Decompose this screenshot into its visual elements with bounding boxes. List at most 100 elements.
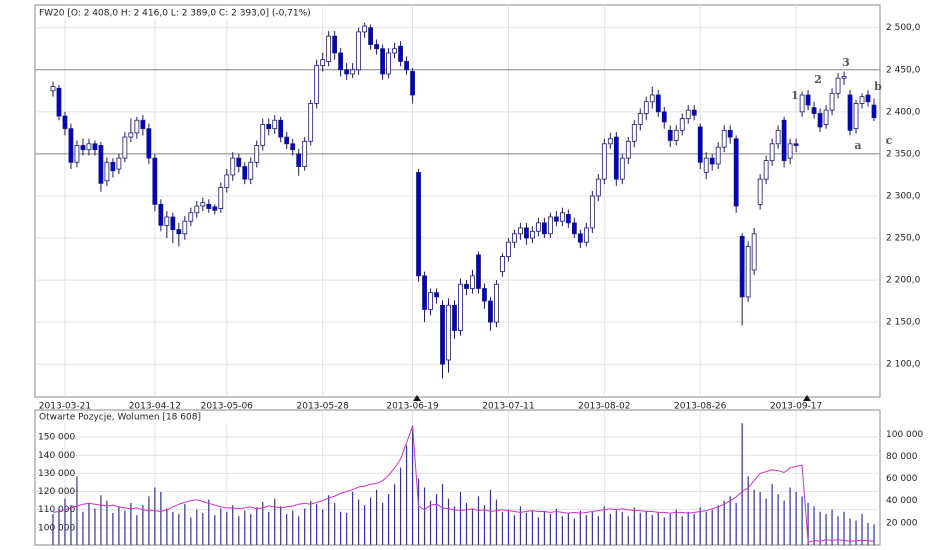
volume-bar: [477, 496, 480, 545]
wave-label: a: [854, 139, 861, 152]
volume-bar: [94, 508, 96, 545]
volume-bar: [286, 514, 288, 545]
marker: [803, 395, 811, 401]
volume-bar: [64, 498, 66, 545]
candle-body: [733, 138, 739, 207]
volume-bar: [429, 500, 432, 545]
volume-bar: [747, 476, 749, 545]
candle-body: [727, 129, 733, 138]
volume-bar: [531, 510, 534, 545]
candle-body: [589, 195, 595, 229]
volume-bar: [411, 425, 414, 545]
volume-bar: [292, 510, 294, 545]
candle-body: [823, 109, 829, 125]
volume-bar: [274, 498, 276, 545]
candle-body: [260, 124, 266, 146]
volume-bar: [393, 484, 396, 545]
title-bg: [37, 7, 267, 19]
volume-bar: [639, 512, 641, 545]
candle-body: [685, 109, 691, 119]
x-tick-label: 2013-05-28: [297, 402, 350, 412]
candle-body: [272, 119, 278, 130]
volume-bar: [441, 484, 444, 545]
volume-bar: [387, 494, 390, 545]
candle-body: [464, 283, 469, 289]
volume-bar: [142, 505, 144, 545]
candle-body: [68, 128, 74, 163]
volume-bar: [681, 516, 683, 545]
volume-bar: [579, 510, 581, 545]
candle-body: [595, 178, 601, 197]
candle-body: [296, 153, 302, 167]
y-tick-label: 2 300,0: [886, 191, 921, 201]
volume-bar: [687, 511, 689, 545]
volume-bar: [148, 496, 150, 545]
candle-body: [482, 288, 487, 302]
candle-body: [577, 233, 583, 243]
volume-bar: [801, 496, 803, 545]
candle-body: [398, 45, 403, 62]
candle-body: [757, 178, 763, 205]
volume-bar: [501, 511, 504, 545]
candle-body: [494, 283, 499, 323]
candle-body: [631, 124, 637, 142]
candle-body: [805, 94, 811, 106]
candle-body: [500, 256, 505, 273]
candle-body: [530, 230, 535, 239]
volume-bar: [807, 502, 809, 545]
volume-bar: [196, 509, 198, 545]
candle-body: [524, 227, 529, 239]
chart-title: FW20 [O: 2 408,0 H: 2 416,0 L: 2 389,0 C…: [39, 9, 311, 19]
candle-body: [62, 115, 68, 130]
candle-body: [146, 128, 152, 159]
candle-body: [278, 119, 284, 138]
candle-body: [721, 129, 727, 148]
candle-body: [140, 119, 146, 130]
candle-body: [176, 229, 182, 235]
candle-body: [775, 129, 781, 145]
volume-bar: [543, 511, 545, 545]
candle-body: [134, 119, 140, 134]
candle-body: [356, 31, 362, 71]
volume-bar: [663, 517, 665, 545]
candle-body: [362, 25, 368, 33]
candle-body: [661, 111, 667, 123]
candle-body: [380, 48, 385, 75]
candle-body: [547, 216, 553, 235]
volume-bar: [423, 487, 426, 545]
volume-bar: [76, 476, 78, 545]
volume-bar: [645, 510, 647, 545]
y-tick-label: 120 000: [38, 487, 75, 497]
candle-body: [458, 283, 463, 331]
candle-body: [224, 174, 230, 188]
volume-bar: [867, 522, 869, 545]
candle-body: [410, 71, 415, 96]
candle-body: [248, 161, 254, 180]
candle-body: [404, 60, 409, 71]
volume-bar: [322, 509, 324, 545]
candle-body: [613, 136, 619, 180]
volume-bar: [783, 500, 785, 545]
panel-title: Otwarte Pozycje, Wolumen [18 608]: [39, 413, 201, 423]
volume-bar: [765, 498, 767, 545]
candle-body: [158, 203, 164, 226]
volume-bar: [573, 518, 575, 545]
candle-body: [697, 126, 703, 163]
volume-bar: [136, 515, 138, 545]
candle-body: [709, 157, 715, 165]
candle-body: [56, 87, 62, 117]
volume-bar: [549, 514, 551, 545]
candle-body: [182, 220, 188, 235]
x-tick-label: 2013-03-21: [39, 402, 91, 412]
volume-bar: [717, 505, 719, 545]
candle-body: [817, 113, 823, 128]
volume-bar: [208, 499, 210, 545]
volume-bar: [58, 507, 60, 545]
y2-tick-label: 100 000: [886, 430, 923, 440]
candle-body: [673, 129, 679, 141]
volume-bar: [519, 506, 522, 545]
volume-bar: [621, 511, 623, 545]
volume-bar: [591, 511, 593, 545]
volume-bar: [753, 489, 755, 545]
volume-bar: [609, 514, 611, 545]
